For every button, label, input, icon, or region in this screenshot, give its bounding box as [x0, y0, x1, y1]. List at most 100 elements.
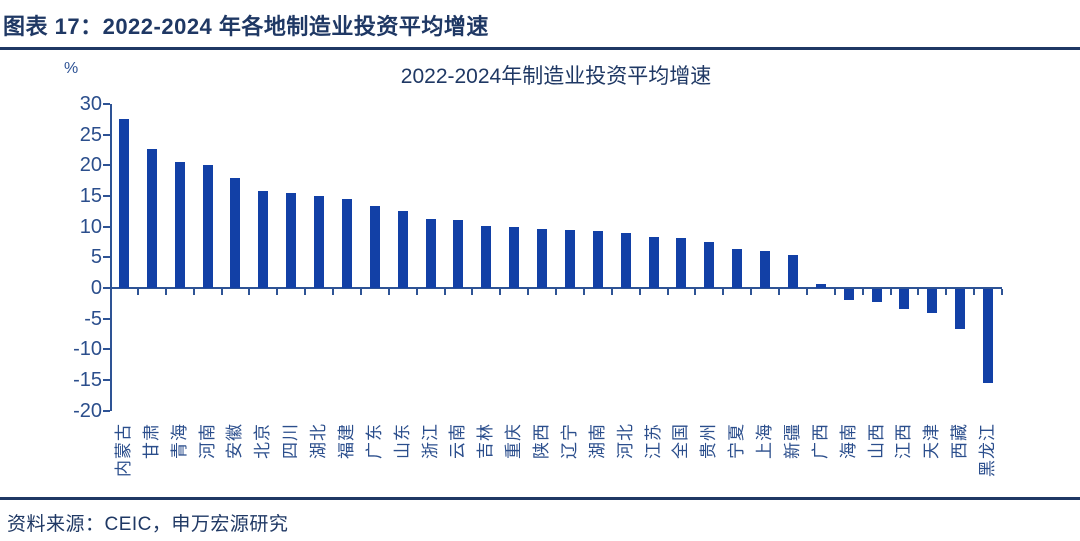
bar	[564, 229, 575, 288]
y-axis-tick	[103, 317, 110, 320]
x-axis-tick	[582, 289, 585, 295]
bar	[787, 254, 798, 288]
y-axis-tick-label: -15	[73, 368, 102, 391]
x-axis-tick	[1001, 289, 1003, 295]
x-axis-category-label: 浙江	[420, 423, 440, 459]
bar	[174, 162, 185, 288]
y-axis-tick	[103, 195, 110, 198]
x-axis-category-label: 北京	[253, 423, 273, 459]
bar	[676, 238, 687, 288]
x-axis-category-label: 山东	[392, 423, 412, 459]
x-axis-category-label: 辽宁	[559, 423, 579, 459]
bar	[509, 226, 520, 288]
x-axis-tick	[945, 289, 948, 295]
bar	[704, 242, 715, 288]
y-axis-tick	[103, 103, 110, 106]
x-axis-category-label: 宁夏	[727, 423, 747, 459]
bar	[425, 218, 436, 288]
y-axis-tick	[103, 287, 110, 289]
x-axis-category-label: 湖南	[587, 423, 607, 459]
bar	[118, 119, 129, 288]
chart-title: 2022-2024年制造业投资平均增速	[400, 65, 712, 88]
x-axis-tick	[610, 289, 613, 295]
bar	[955, 289, 966, 329]
figure-header: 图表 17：2022-2024 年各地制造业投资平均增速	[0, 0, 1080, 50]
x-axis-category-label: 吉林	[476, 423, 496, 459]
y-axis-tick	[103, 378, 110, 381]
x-axis-tick	[499, 289, 502, 295]
y-axis-tick	[103, 225, 110, 228]
bar	[927, 289, 938, 313]
bar	[314, 196, 325, 288]
x-axis-category-label: 贵州	[699, 423, 719, 459]
x-axis-category-label: 河南	[197, 423, 217, 459]
x-axis-category-label: 福建	[336, 423, 356, 459]
bar	[258, 191, 269, 288]
y-axis-unit-label: %	[64, 60, 79, 77]
x-axis-category-label: 天津	[922, 423, 942, 459]
x-axis-tick	[889, 289, 892, 295]
x-axis-tick	[332, 289, 334, 295]
y-axis-tick-label: 25	[79, 123, 102, 146]
bar	[230, 177, 241, 288]
x-axis-category-label: 广西	[810, 423, 830, 459]
x-axis-category-label: 湖北	[309, 423, 329, 459]
bar	[341, 198, 352, 288]
bar	[871, 289, 882, 302]
bar	[286, 192, 297, 288]
x-axis-tick	[805, 289, 808, 295]
x-axis-category-label: 青海	[169, 423, 189, 459]
y-axis-tick-label: 10	[79, 215, 102, 238]
x-axis-tick	[722, 289, 725, 295]
x-axis-category-label: 江西	[894, 423, 914, 459]
x-axis-tick	[387, 289, 390, 295]
x-axis-tick	[136, 289, 139, 295]
bar	[397, 210, 408, 288]
y-axis-tick-label: -10	[73, 338, 102, 361]
x-axis-tick	[527, 289, 530, 295]
y-axis-tick	[103, 256, 110, 259]
x-axis-tick	[973, 289, 976, 295]
x-axis-category-label: 河北	[615, 423, 635, 459]
x-axis-tick	[750, 289, 753, 295]
bar	[983, 289, 994, 383]
bar	[732, 248, 743, 288]
x-axis-category-label: 上海	[755, 423, 775, 459]
x-axis-category-label: 内蒙古	[113, 423, 133, 477]
bar	[537, 228, 548, 288]
y-axis-line	[110, 104, 112, 411]
bar	[620, 232, 631, 288]
y-axis-tick	[103, 348, 110, 351]
bar	[481, 226, 492, 288]
x-axis-tick	[861, 289, 864, 295]
y-axis-tick-label: 30	[79, 93, 102, 116]
x-axis-tick	[304, 289, 307, 295]
x-axis-tick	[443, 289, 446, 295]
bar	[146, 149, 157, 288]
x-axis-tick	[638, 289, 641, 295]
figure-title: 图表 17：2022-2024 年各地制造业投资平均增速	[3, 14, 489, 39]
y-axis-tick-label: 20	[79, 154, 102, 177]
y-axis-tick	[103, 164, 110, 167]
x-axis-category-label: 重庆	[504, 423, 524, 459]
x-axis-category-label: 广东	[364, 423, 384, 459]
x-axis-tick	[471, 289, 474, 295]
bar	[760, 250, 771, 288]
y-axis-tick	[103, 133, 110, 136]
source-note: 资料来源：CEIC，申万宏源研究	[7, 514, 289, 535]
x-axis-tick	[555, 289, 557, 295]
x-axis-category-label: 山西	[866, 423, 886, 459]
bar	[843, 289, 854, 301]
x-axis-tick	[694, 289, 697, 295]
bar	[815, 284, 826, 288]
x-axis-tick	[192, 289, 195, 295]
y-axis-tick-label: 15	[79, 185, 102, 208]
x-axis-category-label: 新疆	[782, 423, 802, 459]
x-axis-tick	[917, 289, 920, 295]
y-axis-tick	[103, 409, 110, 412]
y-axis-tick-label: -5	[84, 307, 102, 330]
bar	[453, 219, 464, 288]
x-axis-category-label: 四川	[281, 423, 301, 459]
